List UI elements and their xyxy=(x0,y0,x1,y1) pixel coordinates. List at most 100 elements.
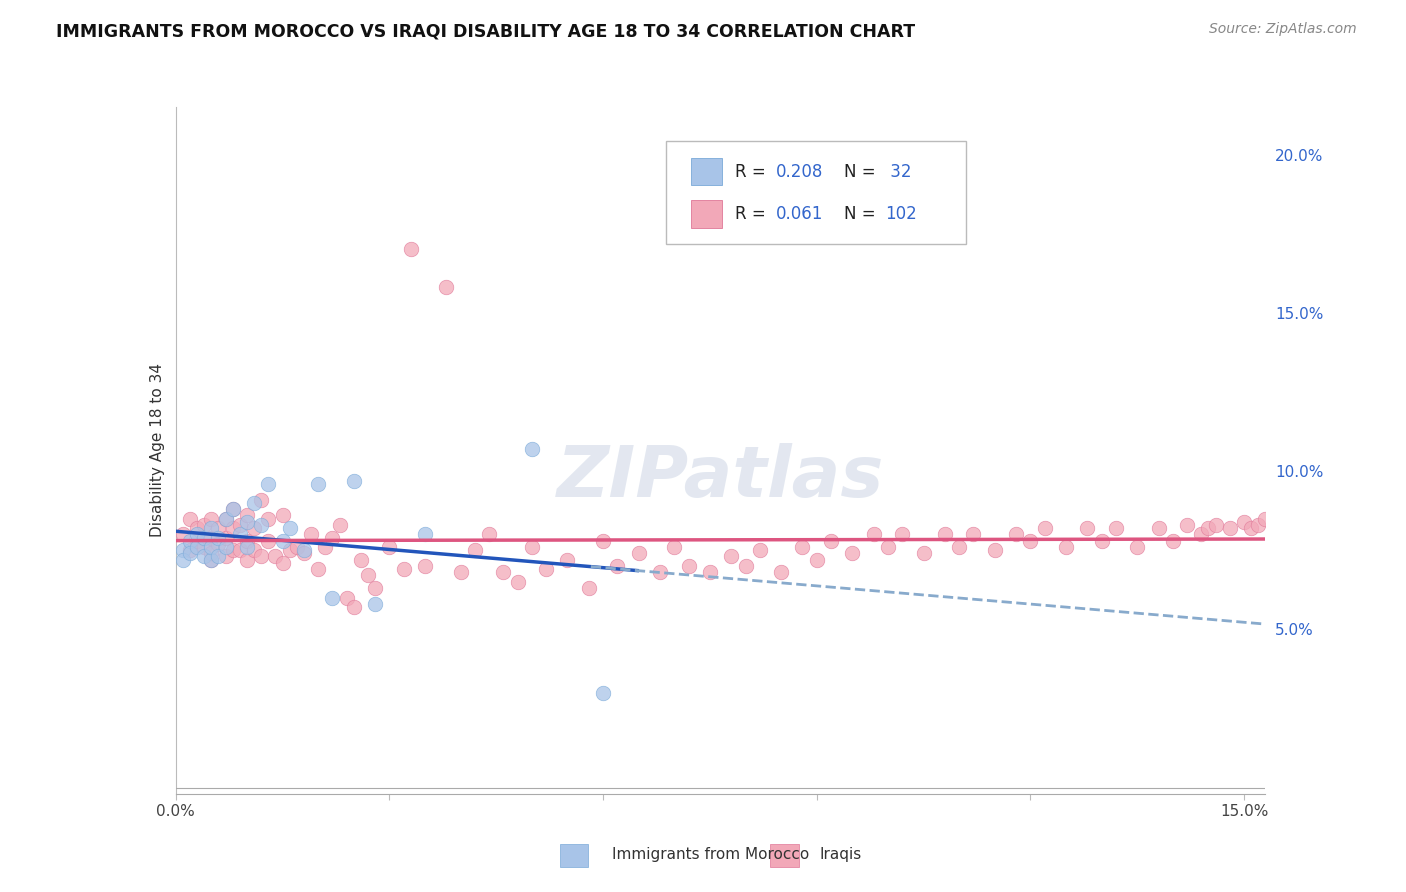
Point xyxy=(186,527,208,541)
Point xyxy=(179,511,201,525)
Point xyxy=(1240,521,1263,535)
Point xyxy=(222,543,245,558)
Point xyxy=(278,543,301,558)
Point xyxy=(236,508,259,523)
Point xyxy=(506,574,529,589)
Point xyxy=(200,552,222,566)
Point xyxy=(214,540,236,554)
Point xyxy=(307,562,329,576)
Point xyxy=(193,540,215,554)
Point xyxy=(321,591,343,605)
Point xyxy=(478,527,501,541)
Point xyxy=(200,521,222,535)
Point xyxy=(229,527,252,541)
Point xyxy=(820,533,842,548)
Bar xyxy=(692,201,721,227)
Point xyxy=(292,543,315,558)
Point xyxy=(1189,527,1212,541)
Point xyxy=(984,543,1007,558)
Point xyxy=(399,243,422,257)
Point xyxy=(806,552,828,566)
Point xyxy=(520,540,543,554)
Point xyxy=(179,533,201,548)
Point xyxy=(792,540,814,554)
Point xyxy=(1197,521,1219,535)
Point xyxy=(534,562,557,576)
Point xyxy=(1054,540,1077,554)
Point xyxy=(307,476,329,491)
Point xyxy=(364,597,387,611)
Point xyxy=(748,543,770,558)
Point xyxy=(179,546,201,560)
Point xyxy=(278,521,301,535)
Point xyxy=(257,511,280,525)
Point xyxy=(678,559,700,574)
Point xyxy=(1205,517,1227,532)
Point xyxy=(250,492,273,507)
Point xyxy=(734,559,756,574)
Point xyxy=(357,568,380,582)
Point xyxy=(179,543,201,558)
Point xyxy=(214,511,236,525)
Point xyxy=(243,496,266,510)
Text: R =: R = xyxy=(735,162,770,181)
Point xyxy=(264,549,287,564)
Point xyxy=(648,566,671,580)
Point xyxy=(172,527,194,541)
Point xyxy=(214,511,236,525)
Point xyxy=(1247,517,1270,532)
Point xyxy=(236,552,259,566)
Point xyxy=(172,543,194,558)
Point xyxy=(492,566,515,580)
Point xyxy=(207,521,229,535)
Point xyxy=(627,546,650,560)
Point xyxy=(1105,521,1128,535)
Point xyxy=(1254,511,1277,525)
Text: N =: N = xyxy=(844,205,880,223)
Text: Source: ZipAtlas.com: Source: ZipAtlas.com xyxy=(1209,22,1357,37)
Point xyxy=(606,559,628,574)
Point xyxy=(250,549,273,564)
Point xyxy=(222,521,245,535)
Point xyxy=(329,517,352,532)
Point xyxy=(193,549,215,564)
Point xyxy=(229,543,252,558)
Point xyxy=(948,540,970,554)
Text: N =: N = xyxy=(844,162,880,181)
Point xyxy=(862,527,884,541)
Point xyxy=(1126,540,1149,554)
Point xyxy=(292,546,315,560)
Point xyxy=(464,543,486,558)
Point xyxy=(186,540,208,554)
Point xyxy=(207,537,229,551)
Point xyxy=(934,527,956,541)
Point xyxy=(378,540,401,554)
Point xyxy=(200,552,222,566)
Point xyxy=(321,531,343,545)
Point xyxy=(1147,521,1170,535)
Point xyxy=(271,508,294,523)
Point xyxy=(841,546,863,560)
Point xyxy=(186,533,208,548)
Point xyxy=(172,552,194,566)
Text: 0.208: 0.208 xyxy=(776,162,824,181)
Point xyxy=(271,533,294,548)
Text: 102: 102 xyxy=(886,205,917,223)
Point xyxy=(236,533,259,548)
Point xyxy=(343,474,366,488)
Point xyxy=(1076,521,1098,535)
Point xyxy=(520,442,543,456)
Point xyxy=(243,521,266,535)
Point xyxy=(271,556,294,570)
Point xyxy=(257,476,280,491)
Y-axis label: Disability Age 18 to 34: Disability Age 18 to 34 xyxy=(149,363,165,538)
Point xyxy=(557,552,579,566)
Text: 0.061: 0.061 xyxy=(776,205,824,223)
Point xyxy=(1019,533,1042,548)
Bar xyxy=(692,158,721,186)
Point xyxy=(413,559,436,574)
Text: ZIPatlas: ZIPatlas xyxy=(557,443,884,512)
Point xyxy=(285,540,308,554)
Point xyxy=(450,566,472,580)
Point xyxy=(214,549,236,564)
